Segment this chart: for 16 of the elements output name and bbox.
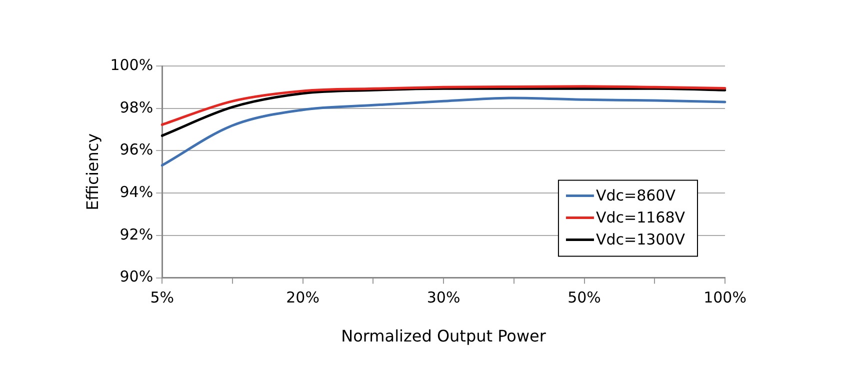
y-tick-label: 100% xyxy=(110,56,154,74)
x-tick-label: 100% xyxy=(704,288,746,307)
x-tick-label: 30% xyxy=(426,288,460,307)
x-tick-label: 5% xyxy=(150,288,174,307)
y-tick-label: 90% xyxy=(120,268,154,286)
y-tick-label: 92% xyxy=(120,225,154,244)
y-tick-label: 98% xyxy=(120,98,154,116)
y-axis-title: Efficiency xyxy=(82,133,102,210)
legend-label: Vdc=1168V xyxy=(596,208,686,227)
x-tick-label: 20% xyxy=(286,288,320,307)
legend-label: Vdc=860V xyxy=(596,186,676,205)
y-tick-label: 96% xyxy=(120,140,154,159)
legend-label: Vdc=1300V xyxy=(596,230,686,249)
x-axis-title: Normalized Output Power xyxy=(341,326,546,346)
x-tick-label: 50% xyxy=(568,288,601,307)
y-tick-label: 94% xyxy=(120,182,154,201)
